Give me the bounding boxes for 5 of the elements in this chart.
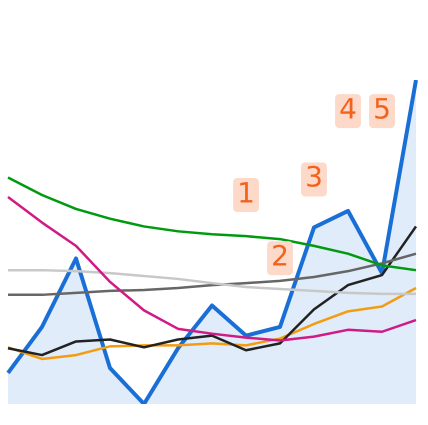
annotation: 4	[339, 92, 357, 126]
annotation: 1	[237, 176, 255, 210]
annotation: 3	[305, 160, 323, 194]
annotation: 5	[373, 92, 391, 126]
annotation: 2	[271, 239, 289, 272]
